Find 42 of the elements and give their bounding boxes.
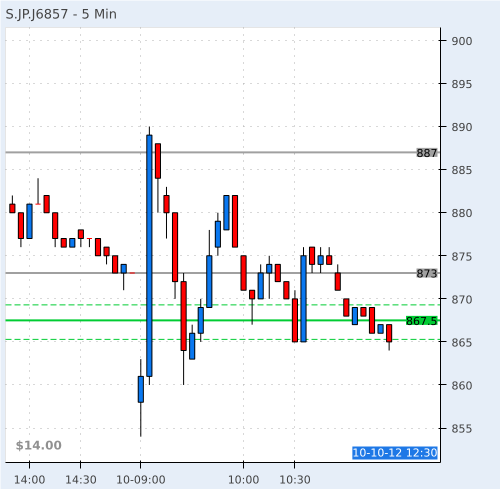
y-tick-label: 890 <box>452 121 472 134</box>
annotation: 10-10-12 12:30 <box>352 446 438 460</box>
candlestick <box>78 229 84 248</box>
candlestick <box>352 306 358 326</box>
candlestick <box>112 255 118 274</box>
candlestick <box>94 238 102 256</box>
candlestick <box>249 290 256 326</box>
x-tick-label: 10-09:00 <box>116 474 166 486</box>
y-tick-label: 865 <box>452 336 472 350</box>
candlestick <box>274 264 281 282</box>
annotation: $14.00 <box>16 438 62 452</box>
y-tick-label: 855 <box>452 422 472 436</box>
candlestick <box>163 186 170 240</box>
y-tick-label: 860 <box>452 379 472 392</box>
candlestick <box>44 194 50 214</box>
x-tick-label: 14:00 <box>14 474 46 486</box>
y-tick-label: 875 <box>452 250 472 264</box>
candlestick <box>283 281 290 300</box>
candlestick <box>86 238 92 248</box>
candlestick <box>334 264 341 291</box>
y-tick-label: 870 <box>452 293 472 306</box>
candlestick <box>318 246 324 274</box>
candlestick <box>326 246 332 265</box>
x-tick-label: 10:00 <box>228 474 260 486</box>
candlestick <box>308 246 316 274</box>
candlestick <box>266 255 272 300</box>
x-tick-label: 10:30 <box>279 474 311 486</box>
chart-title: S.JP.J6857 - 5 Min <box>6 8 118 22</box>
candlestick <box>103 246 110 265</box>
y-tick-label: 895 <box>452 78 472 91</box>
ref-line-label: 867.5 <box>406 314 438 328</box>
candlestick <box>343 298 350 317</box>
y-tick-label: 885 <box>452 164 472 178</box>
ref-line-label: 873 <box>416 267 438 280</box>
x-tick-label: 14:30 <box>65 474 97 486</box>
ref-line-label: 887 <box>416 146 438 160</box>
candlestick <box>386 324 392 352</box>
y-tick-label: 880 <box>452 207 472 220</box>
candlestick <box>9 194 16 214</box>
candlestick <box>120 264 127 291</box>
candlestick <box>34 178 42 205</box>
y-tick-label: 900 <box>452 34 472 48</box>
